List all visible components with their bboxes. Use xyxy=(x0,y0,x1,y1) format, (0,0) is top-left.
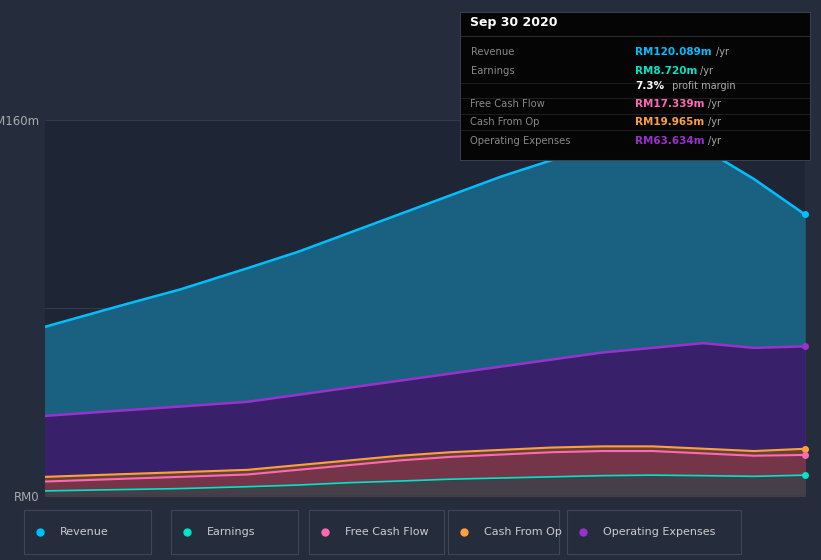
Text: Revenue: Revenue xyxy=(470,47,514,57)
Text: Free Cash Flow: Free Cash Flow xyxy=(345,527,429,537)
Text: profit margin: profit margin xyxy=(669,81,736,91)
FancyBboxPatch shape xyxy=(24,510,151,554)
Text: Sep 30 2020: Sep 30 2020 xyxy=(470,16,558,29)
Text: /yr: /yr xyxy=(700,66,713,76)
Text: Earnings: Earnings xyxy=(206,527,255,537)
FancyBboxPatch shape xyxy=(310,510,444,554)
Text: Free Cash Flow: Free Cash Flow xyxy=(470,99,545,109)
Text: 7.3%: 7.3% xyxy=(635,81,664,91)
FancyBboxPatch shape xyxy=(171,510,297,554)
Text: /yr: /yr xyxy=(708,116,721,127)
Text: Earnings: Earnings xyxy=(470,66,514,76)
FancyBboxPatch shape xyxy=(448,510,559,554)
Text: /yr: /yr xyxy=(708,99,721,109)
Text: RM120.089m: RM120.089m xyxy=(635,47,712,57)
Text: RM63.634m: RM63.634m xyxy=(635,136,704,146)
Text: Cash From Op: Cash From Op xyxy=(470,116,540,127)
Text: RM17.339m: RM17.339m xyxy=(635,99,704,109)
Text: Operating Expenses: Operating Expenses xyxy=(470,136,571,146)
Text: /yr: /yr xyxy=(708,136,721,146)
Text: RM19.965m: RM19.965m xyxy=(635,116,704,127)
Text: Operating Expenses: Operating Expenses xyxy=(603,527,715,537)
FancyBboxPatch shape xyxy=(566,510,741,554)
Text: RM8.720m: RM8.720m xyxy=(635,66,697,76)
Text: /yr: /yr xyxy=(715,47,728,57)
Text: Cash From Op: Cash From Op xyxy=(484,527,562,537)
Text: Revenue: Revenue xyxy=(60,527,108,537)
